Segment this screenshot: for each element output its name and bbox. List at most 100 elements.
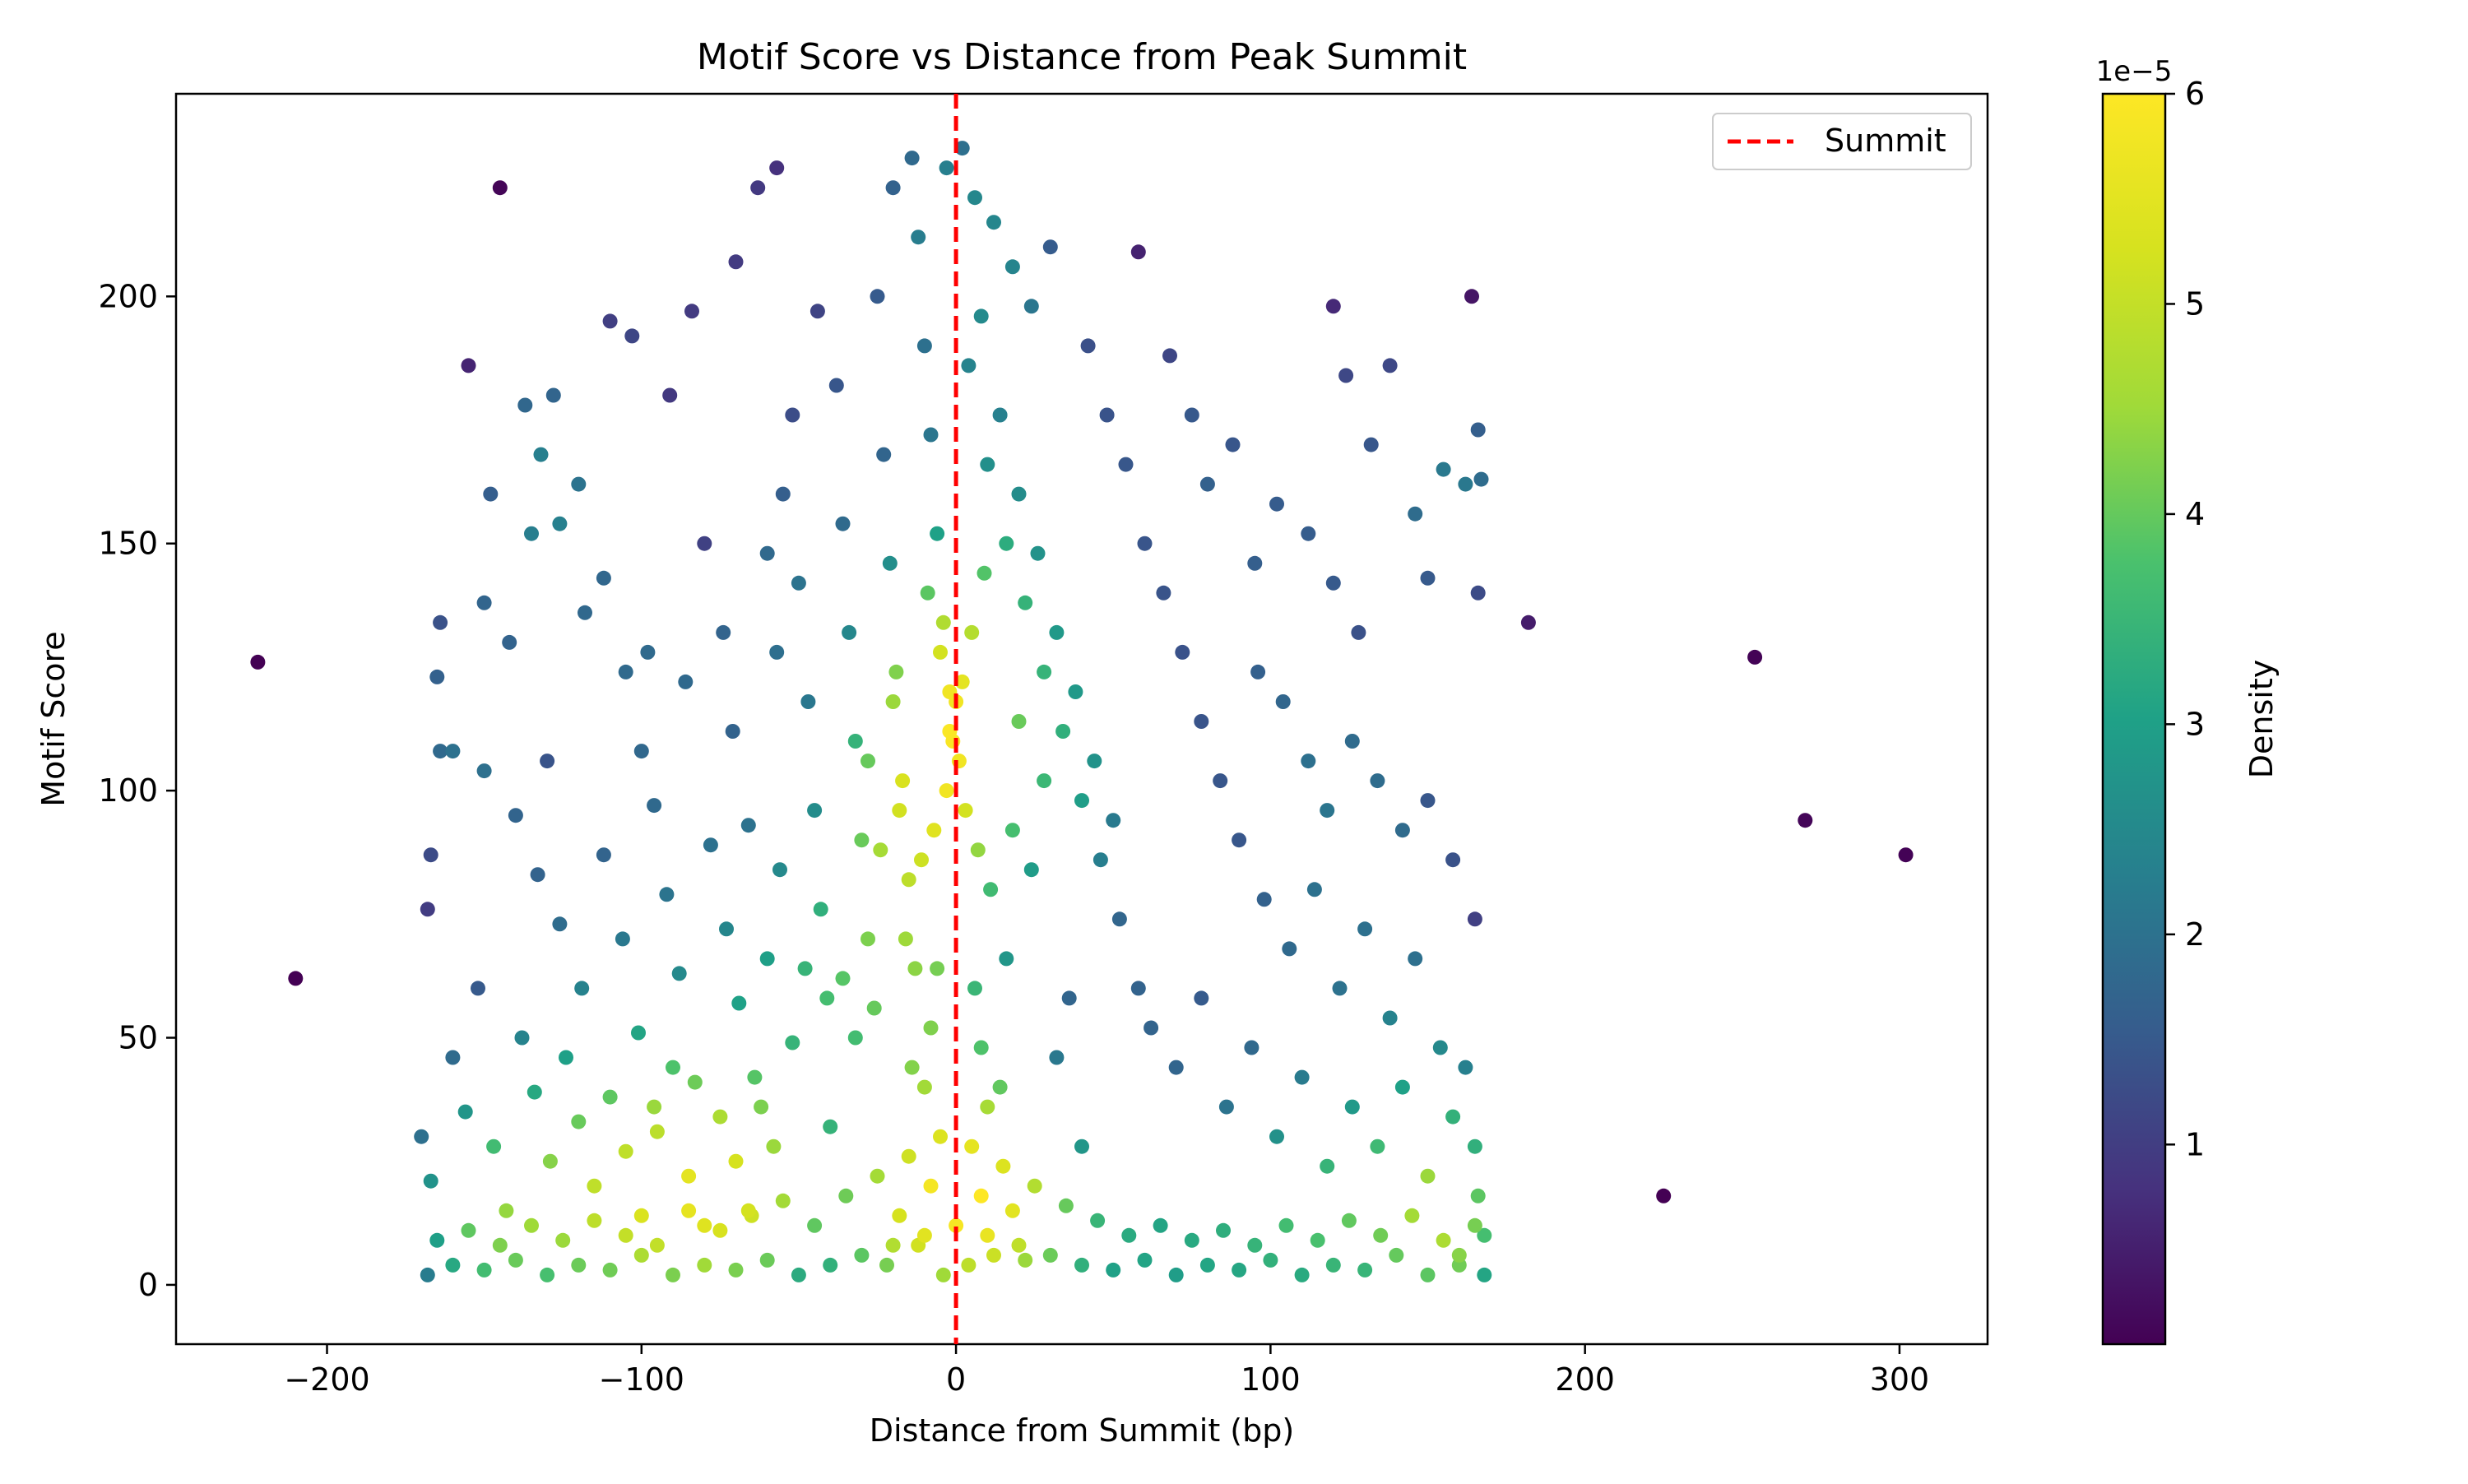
scatter-point — [1080, 338, 1096, 354]
scatter-point — [633, 1247, 649, 1263]
scatter-point — [1068, 684, 1083, 699]
scatter-point — [1074, 1257, 1089, 1273]
scatter-point — [1061, 990, 1077, 1006]
colorbar-gradient — [2101, 92, 2167, 1346]
scatter-point — [671, 966, 687, 981]
scatter-point — [939, 783, 954, 799]
scatter-point — [759, 951, 775, 967]
scatter-point — [930, 526, 945, 541]
scatter-point — [876, 447, 892, 462]
scatter-point — [920, 585, 935, 601]
scatter-point — [1389, 1247, 1404, 1263]
scatter-point — [1301, 754, 1316, 769]
scatter-point — [835, 516, 851, 531]
scatter-point — [1320, 1158, 1335, 1174]
scatter-point — [1294, 1267, 1310, 1282]
scatter-point — [1394, 823, 1410, 838]
scatter-point — [992, 1079, 1008, 1095]
scatter-point — [719, 921, 734, 937]
scatter-point — [1037, 664, 1052, 679]
scatter-point — [823, 1257, 838, 1273]
scatter-point — [445, 1257, 461, 1273]
scatter-point — [602, 313, 618, 329]
scatter-point — [1467, 1217, 1482, 1233]
colorbar-label: Density — [2243, 660, 2280, 778]
scatter-point — [728, 254, 744, 270]
scatter-point — [1162, 348, 1177, 364]
scatter-point — [1351, 624, 1366, 640]
scatter-point — [1055, 724, 1071, 739]
scatter-point — [1282, 941, 1297, 957]
scatter-point — [1420, 1168, 1436, 1184]
scatter-point — [1341, 1213, 1357, 1228]
x-tick-label: −200 — [284, 1361, 369, 1398]
scatter-point — [958, 803, 973, 819]
scatter-point — [587, 1178, 602, 1194]
scatter-point — [999, 951, 1014, 967]
scatter-point — [961, 1257, 977, 1273]
scatter-point — [250, 654, 266, 670]
scatter-point — [1408, 951, 1423, 967]
scatter-point — [552, 516, 568, 531]
scatter-point — [1420, 570, 1436, 586]
scatter-point — [1325, 575, 1341, 591]
scatter-point — [1408, 506, 1423, 522]
scatter-point — [740, 818, 756, 833]
scatter-point — [1344, 734, 1360, 749]
scatter-point — [1320, 803, 1335, 819]
scatter-point — [649, 1124, 665, 1139]
scatter-point — [596, 570, 611, 586]
scatter-point — [1194, 990, 1209, 1006]
x-tick-label: 200 — [1555, 1361, 1615, 1398]
scatter-point — [930, 961, 945, 976]
scatter-point — [907, 961, 923, 976]
scatter-point — [492, 1237, 508, 1253]
scatter-point — [870, 1168, 885, 1184]
scatter-point — [1004, 823, 1020, 838]
scatter-point — [624, 328, 640, 344]
scatter-point — [1049, 624, 1065, 640]
scatter-point — [954, 674, 970, 689]
scatter-point — [1011, 714, 1027, 729]
scatter-point — [995, 1158, 1011, 1174]
scatter-point — [1018, 595, 1033, 610]
y-axis-label: Motif Score — [35, 631, 72, 806]
scatter-point — [1325, 299, 1341, 314]
scatter-point — [898, 931, 913, 947]
scatter-point — [992, 407, 1008, 423]
scatter-point — [1363, 437, 1379, 452]
scatter-point — [633, 744, 649, 759]
scatter-point — [942, 724, 958, 739]
scatter-point — [1263, 1252, 1278, 1268]
scatter-point — [461, 1222, 476, 1238]
scatter-point — [461, 358, 476, 373]
scatter-point — [697, 1217, 712, 1233]
scatter-point — [1244, 1040, 1260, 1055]
scatter-point — [785, 1035, 800, 1050]
scatter-point — [429, 1232, 445, 1248]
scatter-point — [873, 842, 888, 858]
scatter-point — [861, 754, 875, 769]
scatter-point — [288, 971, 304, 986]
y-tick-label: 0 — [138, 1267, 158, 1303]
scatter-point — [766, 1139, 782, 1154]
scatter-point — [552, 916, 568, 932]
plot-frame — [174, 92, 1989, 1346]
x-tick-label: 0 — [946, 1361, 966, 1398]
scatter-point — [1294, 1069, 1310, 1085]
scatter-point — [933, 644, 948, 660]
scatter-point — [1030, 545, 1046, 561]
scatter-point — [499, 1203, 514, 1218]
scatter-point — [517, 397, 533, 413]
scatter-point — [530, 867, 545, 883]
scatter-point — [728, 1153, 744, 1169]
scatter-point — [1420, 1267, 1436, 1282]
scatter-point — [854, 1247, 870, 1263]
scatter-point — [457, 1104, 473, 1120]
scatter-point — [785, 407, 800, 423]
scatter-point — [1225, 437, 1241, 452]
scatter-point — [1470, 585, 1486, 601]
scatter-point — [1247, 555, 1263, 571]
scatter-point — [1898, 847, 1914, 863]
